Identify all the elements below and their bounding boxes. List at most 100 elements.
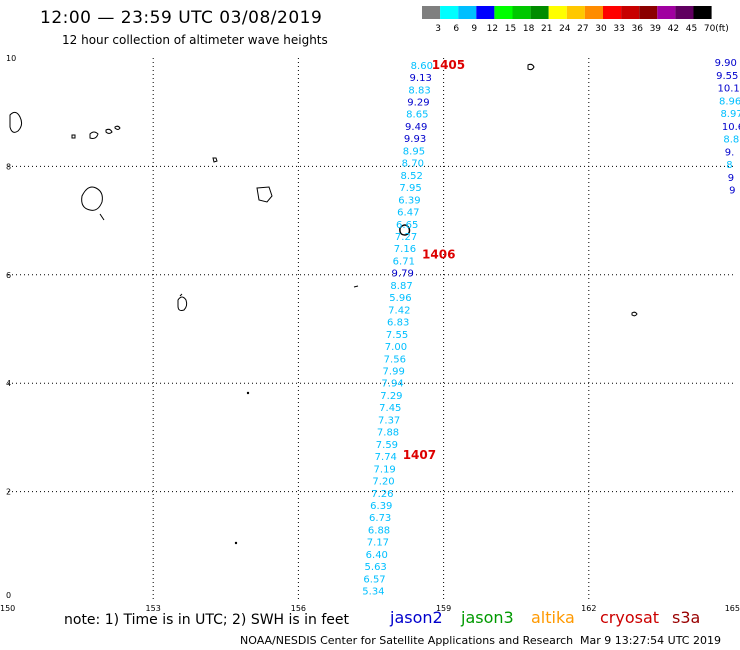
- track-right: 9.90 9.55 10.148.96 8.97 10.62 8.89. 8 9 9: [715, 58, 740, 196]
- wave-height-label: 6.88: [368, 525, 390, 536]
- colorbar-swatch: [548, 6, 567, 19]
- island-outline: [81, 186, 105, 221]
- colorbar-label: 18: [523, 24, 535, 34]
- page-subtitle: 12 hour collection of altimeter wave hei…: [62, 33, 328, 47]
- x-tick-label: 159: [436, 604, 451, 613]
- wave-height-label: 7.27: [395, 232, 417, 243]
- island-outline: [177, 293, 188, 311]
- time-label: 1407: [403, 448, 436, 462]
- colorbar-label: 39: [650, 24, 662, 34]
- wave-height-label: 10.14: [718, 84, 740, 95]
- satellite-jason3: jason3: [461, 608, 514, 627]
- colorbar-label: 6: [453, 24, 459, 34]
- wave-height-label: 7.74: [375, 452, 397, 463]
- colorbar-label: 33: [613, 24, 624, 34]
- credit-text: NOAA/NESDIS Center for Satellite Applica…: [240, 634, 574, 647]
- colorbar-label: 12: [487, 24, 498, 34]
- time-label: 1406: [422, 248, 455, 262]
- wave-height-label: 6.39: [398, 195, 420, 206]
- wave-height-label: 7.45: [379, 403, 401, 414]
- satellite-jason2: jason2: [390, 608, 443, 627]
- colorbar-label: 36: [631, 24, 643, 34]
- footer-note: note: 1) Time is in UTC; 2) SWH is in fe…: [64, 612, 350, 628]
- x-tick-label: 162: [581, 604, 596, 613]
- wave-height-label: 7.17: [367, 538, 389, 549]
- wave-height-label: 9.79: [392, 269, 414, 280]
- wave-height-label: 8.52: [401, 171, 423, 182]
- wave-height-label: 8.87: [390, 281, 412, 292]
- colorbar-swatch: [657, 6, 676, 19]
- wave-height-label: 6.71: [393, 256, 415, 267]
- wave-height-label: 10.62: [722, 122, 740, 133]
- wave-height-label: 9: [728, 173, 734, 184]
- y-tick-label: 4: [6, 379, 11, 388]
- island-outline: [353, 285, 359, 288]
- wave-height-label: 8.96: [719, 96, 740, 107]
- island-outline: [89, 125, 121, 139]
- x-tick-label: 165: [725, 604, 740, 613]
- wave-height-label: 7.94: [381, 379, 403, 390]
- wave-height-label: 5.34: [362, 587, 384, 598]
- wave-height-label: 9.: [725, 147, 735, 158]
- wave-height-label: 8.60: [411, 61, 433, 72]
- colorbar-label: 9: [471, 24, 477, 34]
- axis-labels: 150 153 156 159 162 165 0 2 4 6 8 10: [0, 54, 740, 613]
- colorbar-swatch: [494, 6, 513, 19]
- colorbar-label: 21: [541, 24, 552, 34]
- colorbar-swatch: [566, 6, 585, 19]
- wave-height-label: 8: [726, 160, 732, 171]
- colorbar-swatch: [603, 6, 622, 19]
- y-tick-label: 6: [6, 271, 11, 280]
- island-outline: [212, 157, 218, 163]
- y-tick-label: 0: [6, 591, 11, 600]
- wave-height-label: 7.20: [372, 477, 394, 488]
- island-outline: [527, 63, 535, 71]
- wave-height-label: 9.93: [404, 134, 426, 145]
- wave-height-label: 8.65: [406, 110, 428, 121]
- island-outline: [246, 391, 250, 395]
- colorbar-swatch: [693, 6, 712, 19]
- wave-height-label: 6.57: [363, 574, 385, 585]
- page-title: 12:00 — 23:59 UTC 03/08/2019: [40, 8, 323, 28]
- wave-height-label: 5.96: [389, 293, 411, 304]
- wave-height-label: 9.49: [405, 122, 427, 133]
- wave-height-label: 6.39: [370, 501, 392, 512]
- colorbar-label: 3: [435, 24, 441, 34]
- wave-height-label: 7.29: [380, 391, 402, 402]
- wave-height-label: 8.97: [720, 109, 740, 120]
- x-tick-label: 153: [146, 604, 161, 613]
- wave-height-label: 6.83: [387, 318, 409, 329]
- colorbar-label: 24: [559, 24, 571, 34]
- satellite-cryosat: cryosat: [600, 608, 660, 627]
- wave-height-label: 7.99: [383, 367, 405, 378]
- wave-height-label: 7.55: [386, 330, 408, 341]
- track-main: 8.609.138.83 9.298.659.499.938.95 8.708.52…: [362, 61, 433, 598]
- colorbar-label: 42: [668, 24, 679, 34]
- colorbar-swatch: [440, 6, 459, 19]
- island-outline: [256, 186, 273, 203]
- wave-height-label: 7.37: [378, 415, 400, 426]
- credit-timestamp: Mar 9 13:27:54 UTC 2019: [580, 634, 721, 647]
- wave-height-label: 6.47: [397, 208, 419, 219]
- color-scale-bar: 3 6 9 12 15 18 21 24 27 30 33 36 39 42 45 70 (ft): [422, 6, 729, 34]
- island-outline: [399, 224, 411, 236]
- x-tick-label: 150: [0, 604, 15, 613]
- wave-height-label: 7.59: [376, 440, 398, 451]
- island-outline: [631, 311, 638, 317]
- colorbar-swatch: [584, 6, 603, 19]
- wave-height-label: 8.8: [723, 135, 739, 146]
- wave-height-label: 6.40: [366, 550, 388, 561]
- wave-height-label: 9.90: [715, 58, 737, 69]
- wave-height-label: 6.65: [396, 220, 418, 231]
- wave-height-label: 7.26: [371, 489, 393, 500]
- y-tick-label: 10: [6, 54, 16, 63]
- wave-height-label: 7.56: [384, 354, 406, 365]
- colorbar-swatch: [476, 6, 495, 19]
- island-outline: [9, 111, 23, 133]
- colorbar-label: 30: [595, 24, 607, 34]
- wave-height-label: 8.70: [402, 159, 424, 170]
- wave-height-label: 7.42: [388, 305, 410, 316]
- wave-height-label: 5.63: [365, 562, 387, 573]
- colorbar-swatch: [512, 6, 531, 19]
